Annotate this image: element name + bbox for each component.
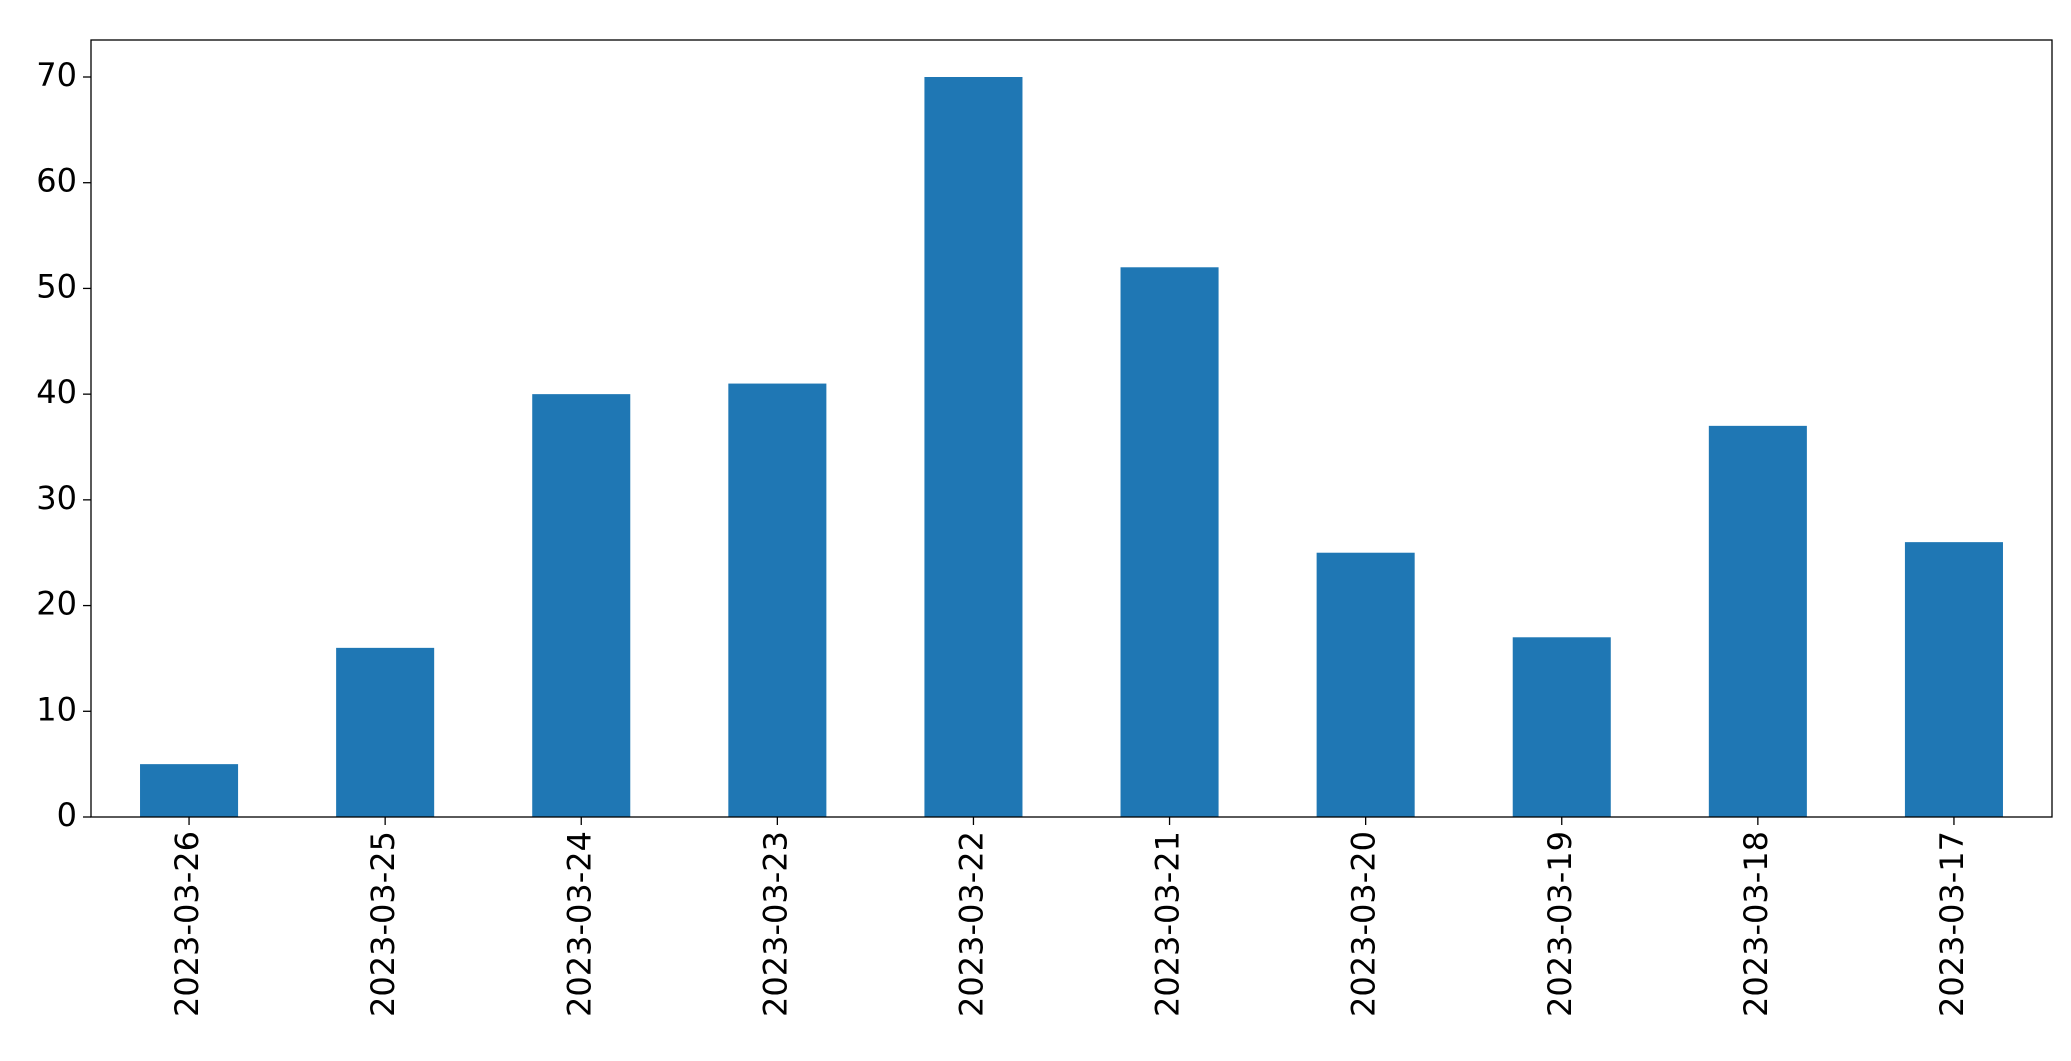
y-tick-label: 0 [57,796,77,834]
y-tick-label: 60 [36,162,77,200]
y-tick-label: 50 [36,267,77,305]
y-tick-label: 10 [36,690,77,728]
x-tick-label: 2023-03-23 [756,831,794,1017]
x-tick-label: 2023-03-26 [168,831,206,1017]
plot-frame [90,39,2053,818]
bar [924,77,1023,817]
x-tick-label: 2023-03-22 [952,831,990,1017]
y-tick-label: 40 [36,373,77,411]
bar [336,647,435,817]
y-tick-label: 20 [36,585,77,623]
x-tick-label: 2023-03-20 [1345,831,1383,1017]
bar [728,383,827,817]
bar [140,764,239,817]
x-tick-label: 2023-03-18 [1737,831,1775,1017]
bar [1512,637,1611,817]
bar [1708,425,1807,817]
x-tick-label: 2023-03-24 [560,831,598,1017]
bar [1904,542,2003,817]
x-tick-label: 2023-03-17 [1933,831,1971,1017]
y-tick-label: 30 [36,479,77,517]
bar [532,394,631,817]
y-tick-label: 70 [36,56,77,94]
x-tick-label: 2023-03-19 [1541,831,1579,1017]
x-tick-label: 2023-03-25 [364,831,402,1017]
bar [1120,267,1219,817]
x-tick-label: 2023-03-21 [1149,831,1187,1017]
bar [1316,552,1415,817]
